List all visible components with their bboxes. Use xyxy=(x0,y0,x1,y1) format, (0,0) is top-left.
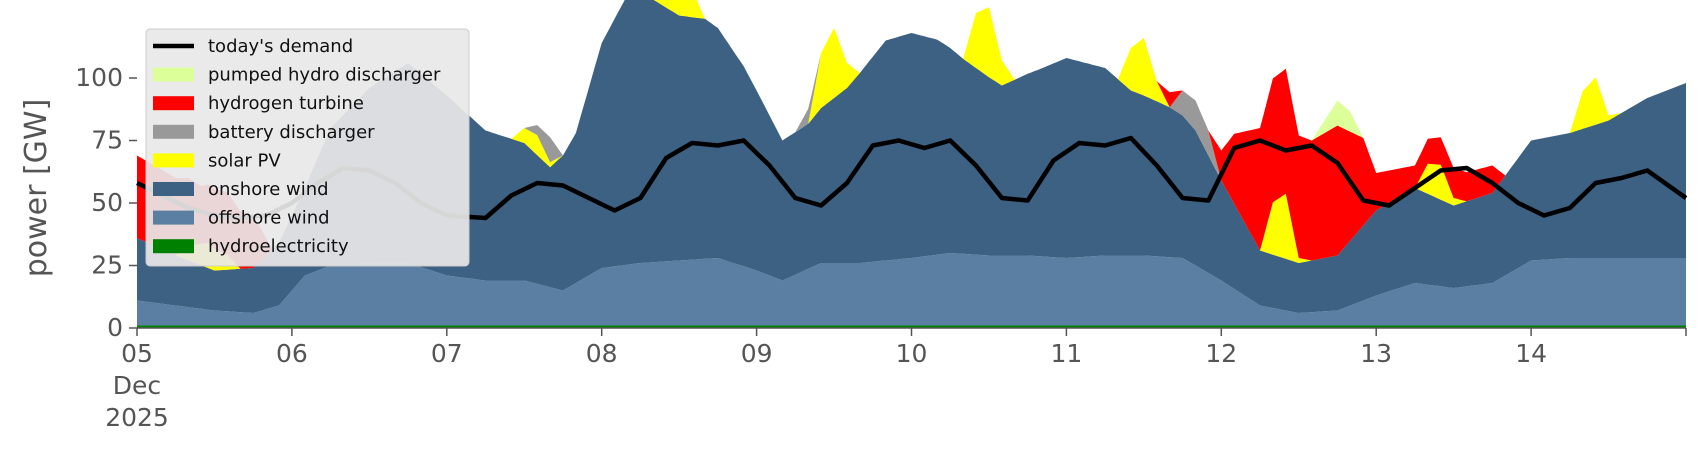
x-tick-label: 10 xyxy=(896,339,928,368)
legend-swatch xyxy=(153,124,194,139)
legend-swatch xyxy=(153,96,194,111)
legend-label: solar PV xyxy=(208,150,281,171)
legend-swatch xyxy=(153,182,194,196)
x-tick-label: 06 xyxy=(276,339,308,368)
x-tick-label: 07 xyxy=(431,339,463,368)
legend-label: today's demand xyxy=(208,36,353,57)
x-tick-label: 11 xyxy=(1050,339,1082,368)
legend: today's demand pumped hydro discharger hyd… xyxy=(145,28,470,267)
legend-label: hydrogen turbine xyxy=(208,93,364,114)
legend-swatch xyxy=(153,153,194,168)
legend-label: hydroelectricity xyxy=(208,236,349,257)
y-axis-title: power [GW] xyxy=(19,99,54,278)
x-tick-label: Dec xyxy=(113,371,161,400)
legend-swatch xyxy=(153,239,194,254)
legend-label: pumped hydro discharger xyxy=(208,65,441,86)
y-tick-label: 75 xyxy=(91,126,123,155)
y-tick-label: 50 xyxy=(91,188,123,217)
x-tick-label: 13 xyxy=(1360,339,1392,368)
x-tick-label: 08 xyxy=(586,339,618,368)
legend-box xyxy=(145,28,470,267)
legend-label: onshore wind xyxy=(208,179,329,200)
y-tick-label: 25 xyxy=(91,251,123,280)
x-tick-label: 09 xyxy=(741,339,773,368)
area-offshore-wind xyxy=(137,253,1686,326)
axes: 0 25 50 75 100 05 Dec 2025 06 07 08 09 10 11 12 13 14 pow… xyxy=(19,63,1687,432)
legend-swatch xyxy=(153,67,194,82)
x-tick-label: 12 xyxy=(1205,339,1237,368)
legend-swatch xyxy=(153,210,194,225)
x-tick-label: 2025 xyxy=(105,403,169,432)
x-tick-label: 05 xyxy=(121,339,153,368)
x-tick-label: 14 xyxy=(1515,339,1547,368)
area-onshore-wind xyxy=(137,0,1686,313)
y-tick-label: 100 xyxy=(75,63,123,92)
area-hydrogen-turbine xyxy=(137,0,1686,269)
y-tick-label: 0 xyxy=(107,313,123,342)
legend-label: battery discharger xyxy=(208,122,375,143)
legend-label: offshore wind xyxy=(208,208,330,229)
